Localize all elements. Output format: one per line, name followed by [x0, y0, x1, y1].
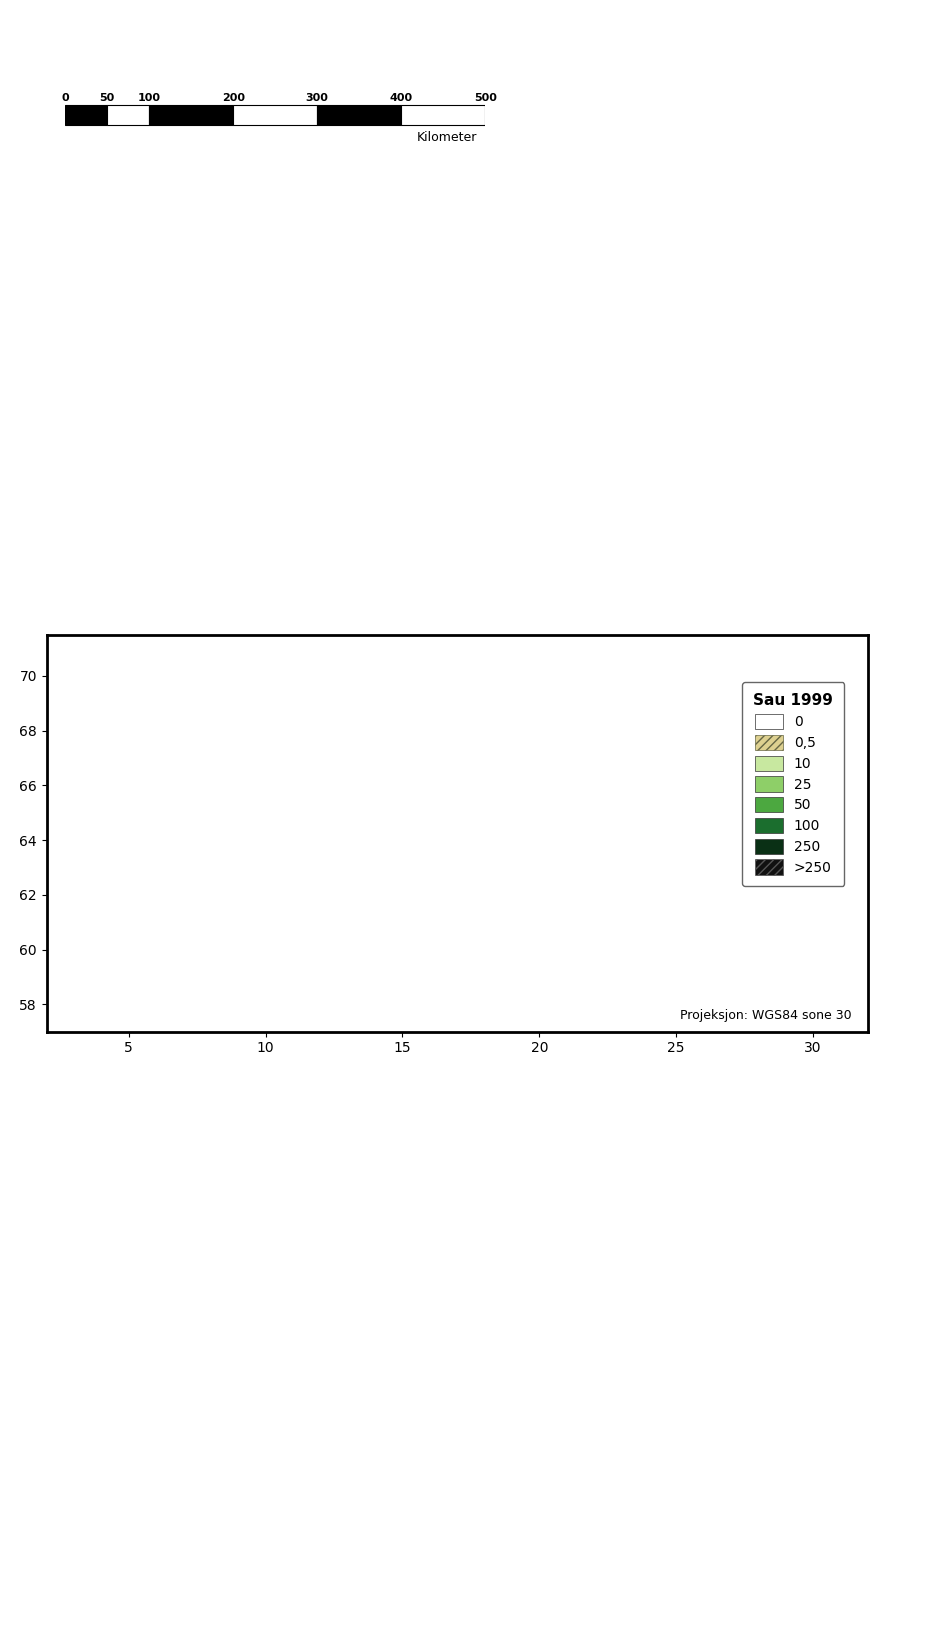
Text: Kilometer: Kilometer	[416, 130, 477, 144]
Bar	[401, 106, 485, 125]
Bar	[233, 106, 317, 125]
Text: 300: 300	[306, 92, 328, 102]
Text: 50: 50	[100, 92, 115, 102]
Bar	[107, 106, 149, 125]
Bar	[317, 106, 401, 125]
Bar	[65, 106, 107, 125]
Text: 200: 200	[222, 92, 244, 102]
Text: 0: 0	[62, 92, 69, 102]
Legend: 0, 0,5, 10, 25, 50, 100, 250, >250: 0, 0,5, 10, 25, 50, 100, 250, >250	[743, 683, 844, 886]
Text: 400: 400	[390, 92, 412, 102]
Bar	[149, 106, 233, 125]
Text: Projeksjon: WGS84 sone 30: Projeksjon: WGS84 sone 30	[679, 1008, 851, 1021]
Text: 100: 100	[138, 92, 160, 102]
Text: 500: 500	[474, 92, 496, 102]
